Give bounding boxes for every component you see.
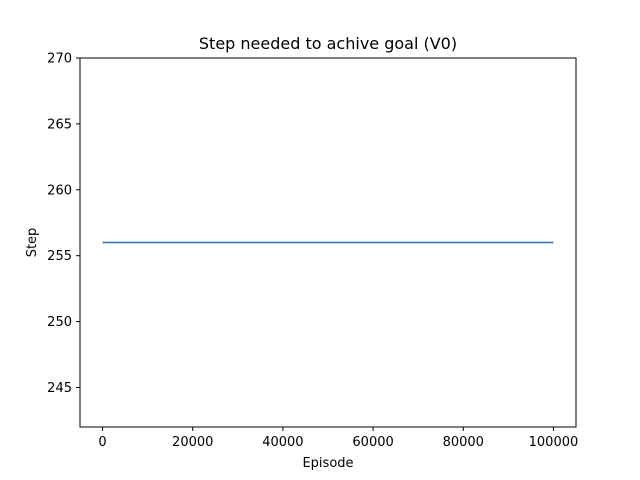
- y-axis-label: Step: [25, 228, 40, 258]
- x-tick-label: 80000: [443, 435, 484, 450]
- x-tick-label: 60000: [352, 435, 393, 450]
- x-axis-label: Episode: [302, 456, 353, 471]
- plot-frame: [79, 57, 577, 428]
- y-tick-label: 250: [47, 315, 72, 330]
- y-tick-label: 245: [47, 381, 72, 396]
- x-tick-label: 40000: [262, 435, 303, 450]
- x-tick-label: 0: [98, 435, 106, 450]
- y-tick-label: 265: [47, 117, 72, 132]
- y-tick-label: 255: [47, 249, 72, 264]
- y-tick-label: 270: [47, 52, 72, 67]
- chart-title: Step needed to achive goal (V0): [199, 34, 457, 53]
- y-tick-label: 260: [47, 183, 72, 198]
- x-tick-label: 20000: [172, 435, 213, 450]
- x-axis: 0 20000 40000 60000 80000 100000: [98, 427, 578, 450]
- y-axis: 245 250 255 260 265 270: [47, 52, 80, 396]
- x-tick-label: 100000: [529, 435, 579, 450]
